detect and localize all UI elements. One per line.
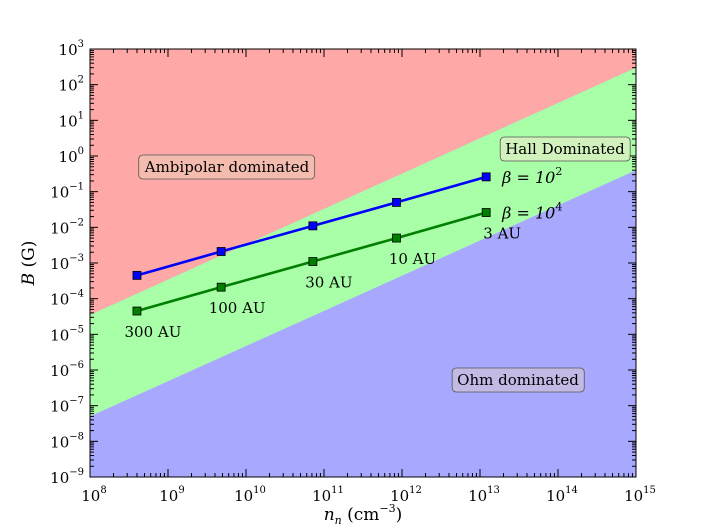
point-label: 100 AU: [209, 299, 266, 317]
y-tick-label: 102: [59, 75, 84, 95]
x-tick-label: 1011: [312, 485, 344, 505]
series-point-1-4: [481, 208, 491, 217]
y-tick-label: 10−7: [50, 396, 84, 416]
y-tick-label: 100: [59, 146, 84, 166]
series-point-0-4: [481, 172, 491, 182]
series-label-1: β = 104: [501, 201, 562, 223]
y-tick-label: 10−2: [50, 217, 84, 237]
y-axis-label: B (G): [19, 241, 39, 287]
y-tick-label: 10−3: [50, 253, 84, 273]
y-tick-label: 10−9: [50, 467, 84, 487]
region-ambipolar: [90, 49, 636, 315]
point-label: 300 AU: [125, 323, 182, 341]
y-tick-label: 101: [59, 110, 84, 130]
point-label: 30 AU: [305, 274, 352, 292]
series-label-0: β = 102: [501, 165, 562, 187]
series-point-0-0: [132, 270, 142, 280]
region-label-ambipolar: Ambipolar dominated: [138, 154, 316, 180]
y-tick-label: 10−1: [50, 182, 84, 202]
region-label-ohm-text: Ohm dominated: [457, 371, 579, 389]
y-tick-label: 10−5: [50, 324, 84, 344]
x-tick-label: 1014: [546, 485, 578, 505]
series-point-0-1: [216, 247, 226, 256]
y-tick-label: 10−8: [50, 431, 84, 451]
series-point-1-0: [132, 306, 142, 316]
series-point-1-1: [216, 282, 226, 292]
x-axis-label: nn (cm−3): [324, 502, 403, 527]
x-tick-label: 1015: [624, 485, 656, 505]
plot-frame: [89, 48, 637, 478]
x-tick-label: 108: [81, 485, 106, 505]
series-point-1-2: [308, 257, 318, 266]
region-label-hall-text: Hall Dominated: [505, 140, 625, 158]
region-label-ambipolar-text: Ambipolar dominated: [144, 158, 310, 176]
series-point-0-3: [392, 198, 401, 207]
point-labels-layer: 300 AU 100 AU 30 AU 10 AU 3 AU: [125, 225, 522, 342]
series-point-1-3: [392, 233, 401, 243]
x-tick-label: 109: [159, 485, 184, 505]
x-tick-label: 1013: [468, 485, 500, 505]
series-point-0-2: [308, 221, 318, 231]
y-tick-label: 103: [59, 39, 84, 59]
series-layer: β = 102 β = 104: [132, 165, 562, 316]
region-hall: [90, 67, 636, 417]
region-label-hall: Hall Dominated: [499, 136, 631, 162]
region-label-ambipolar-box: [138, 154, 316, 180]
region-label-ohm: Ohm dominated: [451, 367, 585, 393]
region-label-ohm-box: [451, 367, 585, 393]
x-tick-label: 1012: [390, 485, 422, 505]
y-tick-label: 10−6: [50, 360, 84, 380]
region-labels-layer: Ambipolar dominated Hall Dominated Ohm dom…: [138, 136, 631, 393]
regions-layer: [90, 49, 636, 477]
region-label-hall-box: [499, 136, 631, 162]
x-tick-label: 1010: [234, 485, 266, 505]
point-label: 10 AU: [389, 250, 436, 268]
point-label: 3 AU: [483, 225, 521, 243]
axis-labels-layer: nn (cm−3) B (G): [19, 241, 402, 527]
y-tick-label: 10−4: [50, 289, 84, 309]
